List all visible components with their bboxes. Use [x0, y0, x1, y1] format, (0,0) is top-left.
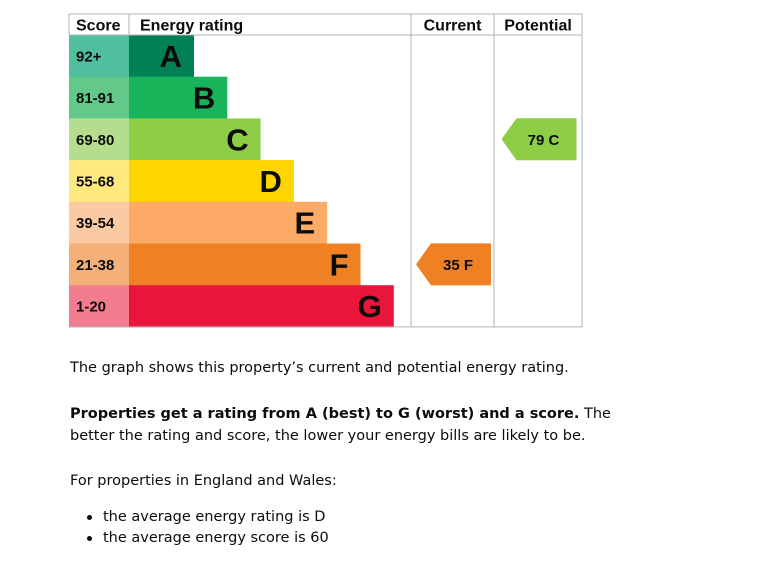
rating-explanation-bold: Properties get a rating from A (best) to…	[70, 406, 580, 422]
rating-letter-d: D	[260, 164, 282, 199]
list-item-average-score: the average energy score is 60	[70, 528, 329, 549]
score-range-f: 21-38	[76, 257, 114, 274]
energy-bands: 92+ A 81-91 B 69-80 C 55-68 D 39-54 E 21-38 F 1-20 G	[69, 35, 394, 328]
rating-markers: 35 F 79 C	[416, 118, 577, 286]
score-cell-f	[69, 243, 129, 286]
rating-letter-c: C	[226, 122, 248, 157]
current-rating-arrow	[416, 243, 491, 286]
score-range-e: 39-54	[76, 215, 115, 232]
header-potential: Potential	[504, 18, 572, 35]
score-cell-b	[69, 76, 129, 119]
header-energy-rating: Energy rating	[140, 18, 243, 35]
score-cell-g	[69, 285, 129, 328]
chart-headers: Score Energy rating Current Potential	[76, 18, 572, 35]
regional-averages-list: the average energy rating is D the avera…	[70, 507, 329, 549]
rating-bar-d	[129, 160, 294, 203]
score-range-g: 1-20	[76, 299, 106, 316]
rating-bar-g	[129, 285, 394, 328]
list-item-average-rating: the average energy rating is D	[70, 507, 329, 528]
potential-rating-label: 79 C	[528, 132, 560, 149]
chart-grid	[68, 13, 583, 328]
graph-description: The graph shows this property’s current …	[70, 360, 569, 376]
rating-bar-f	[129, 243, 361, 286]
rating-explanation: Properties get a rating from A (best) to…	[70, 403, 630, 447]
score-range-c: 69-80	[76, 132, 114, 149]
score-cell-a	[69, 35, 129, 78]
rating-bar-a	[129, 35, 194, 78]
score-range-b: 81-91	[76, 90, 114, 107]
rating-letter-g: G	[358, 289, 382, 324]
header-score: Score	[76, 18, 121, 35]
rating-letter-a: A	[160, 39, 182, 74]
rating-letter-b: B	[193, 81, 215, 116]
rating-bar-c	[129, 118, 261, 161]
score-cell-d	[69, 160, 129, 203]
energy-rating-chart: 92+ A81-91 B69-80 C55-68 D39-54 E21-38 F1-20 G …	[68, 13, 583, 328]
rating-bar-e	[129, 201, 328, 244]
potential-rating-arrow	[501, 118, 577, 161]
rating-letter-e: E	[295, 206, 316, 241]
header-current: Current	[424, 18, 482, 35]
score-range-a: 92+	[76, 48, 102, 65]
score-cell-e	[69, 201, 129, 244]
regional-averages-intro: For properties in England and Wales:	[70, 473, 337, 489]
score-range-d: 55-68	[76, 173, 114, 190]
current-rating-label: 35 F	[443, 257, 473, 274]
score-cell-c	[69, 118, 129, 161]
rating-bar-b	[129, 76, 228, 119]
rating-explanation-rest: The better the rating and score, the low…	[70, 406, 611, 444]
rating-letter-f: F	[330, 247, 349, 282]
